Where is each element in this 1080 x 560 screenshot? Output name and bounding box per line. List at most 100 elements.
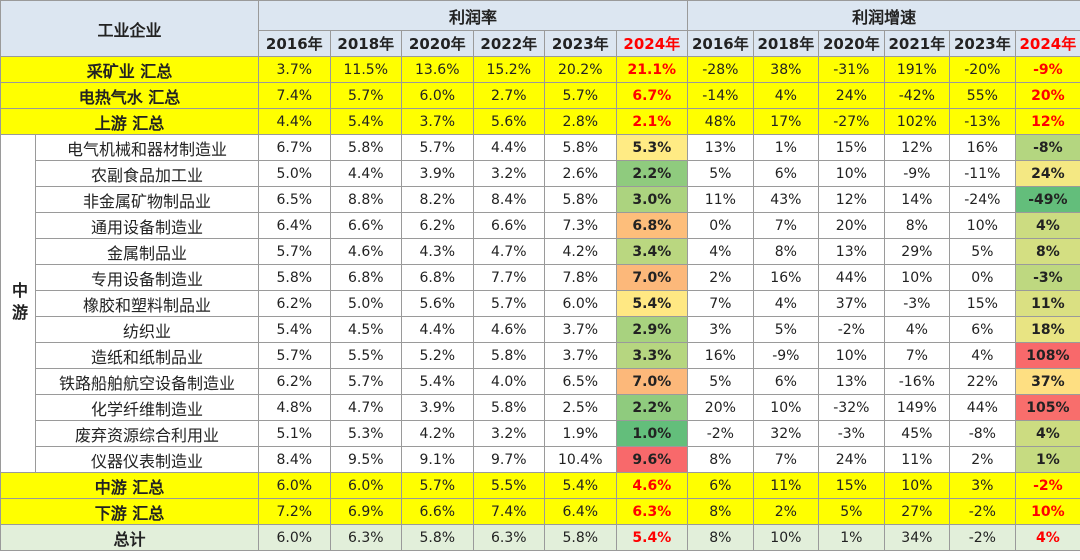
table-row: 造纸和纸制品业 5.7% 5.5% 5.2% 5.8% 3.7% 3.3% 16% -9% 10%…	[1, 342, 1080, 369]
value-cell: -9%	[883, 160, 951, 187]
value-cell: 4.6%	[472, 316, 546, 343]
value-cell: 11%	[1014, 290, 1080, 317]
value-cell: 5.7%	[401, 472, 474, 499]
value-cell: 34%	[883, 524, 951, 551]
value-cell: 1%	[818, 524, 885, 551]
row-name: 纺织业	[34, 316, 260, 343]
value-cell: 5%	[818, 498, 885, 525]
value-cell: 3%	[687, 316, 754, 343]
value-cell: 8%	[687, 446, 754, 473]
year-header: 2023年	[949, 30, 1016, 57]
value-cell: 15%	[818, 134, 885, 161]
value-cell: 2.5%	[544, 394, 617, 421]
value-cell: -8%	[949, 420, 1016, 447]
value-cell: 1%	[1014, 446, 1080, 473]
value-cell: 44%	[949, 394, 1016, 421]
value-cell: -8%	[1014, 134, 1080, 161]
value-cell: 5.7%	[544, 82, 617, 109]
value-cell: -11%	[949, 160, 1016, 187]
value-cell: 6.2%	[401, 212, 474, 239]
value-cell: 3.7%	[544, 316, 617, 343]
year-header: 2020年	[401, 30, 474, 57]
table-row: 化学纤维制造业 4.8% 4.7% 3.9% 5.8% 2.5% 2.2% 20% 10% -32…	[1, 394, 1080, 421]
value-cell: 16%	[687, 342, 754, 369]
value-cell: 2.8%	[544, 108, 617, 135]
value-cell: 6%	[752, 368, 820, 395]
value-cell: -14%	[687, 82, 754, 109]
value-cell: 7.2%	[258, 498, 331, 525]
value-cell: 55%	[949, 82, 1016, 109]
value-cell: 5.7%	[329, 368, 403, 395]
value-cell: 8%	[687, 498, 754, 525]
value-cell: 7.4%	[472, 498, 546, 525]
value-cell: 149%	[883, 394, 951, 421]
value-cell: 4%	[1014, 420, 1080, 447]
value-cell: 191%	[883, 56, 951, 83]
value-cell: 5.4%	[329, 108, 403, 135]
value-cell: 8%	[1014, 238, 1080, 265]
value-cell: 7.0%	[615, 264, 689, 291]
value-cell: 6%	[949, 316, 1016, 343]
value-cell: 1%	[752, 134, 820, 161]
value-cell: 5.3%	[615, 134, 689, 161]
value-cell: -42%	[883, 82, 951, 109]
value-cell: 3.3%	[615, 342, 689, 369]
value-cell: 21.1%	[615, 56, 689, 83]
value-cell: 4.6%	[615, 472, 689, 499]
value-cell: 2.9%	[615, 316, 689, 343]
value-cell: 5%	[687, 368, 754, 395]
value-cell: -2%	[1014, 472, 1080, 499]
value-cell: 102%	[883, 108, 951, 135]
value-cell: 2%	[752, 498, 820, 525]
value-cell: 6.0%	[329, 472, 403, 499]
value-cell: -2%	[818, 316, 885, 343]
value-cell: 7.3%	[544, 212, 617, 239]
table-row: 采矿业 汇总 3.7% 11.5% 13.6% 15.2% 20.2% 21.1% -28% 3…	[0, 56, 1080, 83]
row-name: 采矿业 汇总	[0, 56, 260, 83]
value-cell: 11%	[752, 472, 820, 499]
value-cell: -2%	[687, 420, 754, 447]
value-cell: 7%	[752, 446, 820, 473]
value-cell: 4.4%	[472, 134, 546, 161]
value-cell: 8.4%	[258, 446, 331, 473]
value-cell: 105%	[1014, 394, 1080, 421]
value-cell: 7.7%	[472, 264, 546, 291]
value-cell: 6.4%	[258, 212, 331, 239]
value-cell: 5.2%	[401, 342, 474, 369]
value-cell: 10%	[752, 524, 820, 551]
row-name: 橡胶和塑料制品业	[34, 290, 260, 317]
value-cell: 3.4%	[615, 238, 689, 265]
value-cell: 8%	[752, 238, 820, 265]
value-cell: 10%	[949, 212, 1016, 239]
value-cell: 4%	[752, 82, 820, 109]
value-cell: 16%	[949, 134, 1016, 161]
value-cell: 15.2%	[472, 56, 546, 83]
value-cell: 8.8%	[329, 186, 403, 213]
value-cell: -16%	[883, 368, 951, 395]
group-header: 利润率	[258, 0, 689, 31]
value-cell: -2%	[949, 498, 1016, 525]
value-cell: 8.2%	[401, 186, 474, 213]
value-cell: -13%	[949, 108, 1016, 135]
value-cell: 5.6%	[472, 108, 546, 135]
value-cell: 5%	[949, 238, 1016, 265]
value-cell: 12%	[1014, 108, 1080, 135]
value-cell: 4%	[1014, 524, 1080, 551]
value-cell: 4.4%	[329, 160, 403, 187]
value-cell: 10%	[818, 342, 885, 369]
value-cell: 11%	[883, 446, 951, 473]
value-cell: 12%	[883, 134, 951, 161]
value-cell: 5.1%	[258, 420, 331, 447]
table-row: 专用设备制造业 5.8% 6.8% 6.8% 7.7% 7.8% 7.0% 2% 16% 44% 1…	[1, 264, 1080, 291]
value-cell: 14%	[883, 186, 951, 213]
value-cell: 2.6%	[544, 160, 617, 187]
value-cell: 5.7%	[472, 290, 546, 317]
year-header: 2016年	[687, 30, 754, 57]
header-title: 工业企业	[0, 0, 260, 57]
value-cell: 5.8%	[544, 134, 617, 161]
value-cell: 7.0%	[615, 368, 689, 395]
value-cell: 3.9%	[401, 394, 474, 421]
value-cell: 5.4%	[615, 290, 689, 317]
value-cell: 5.8%	[472, 394, 546, 421]
value-cell: 8.4%	[472, 186, 546, 213]
